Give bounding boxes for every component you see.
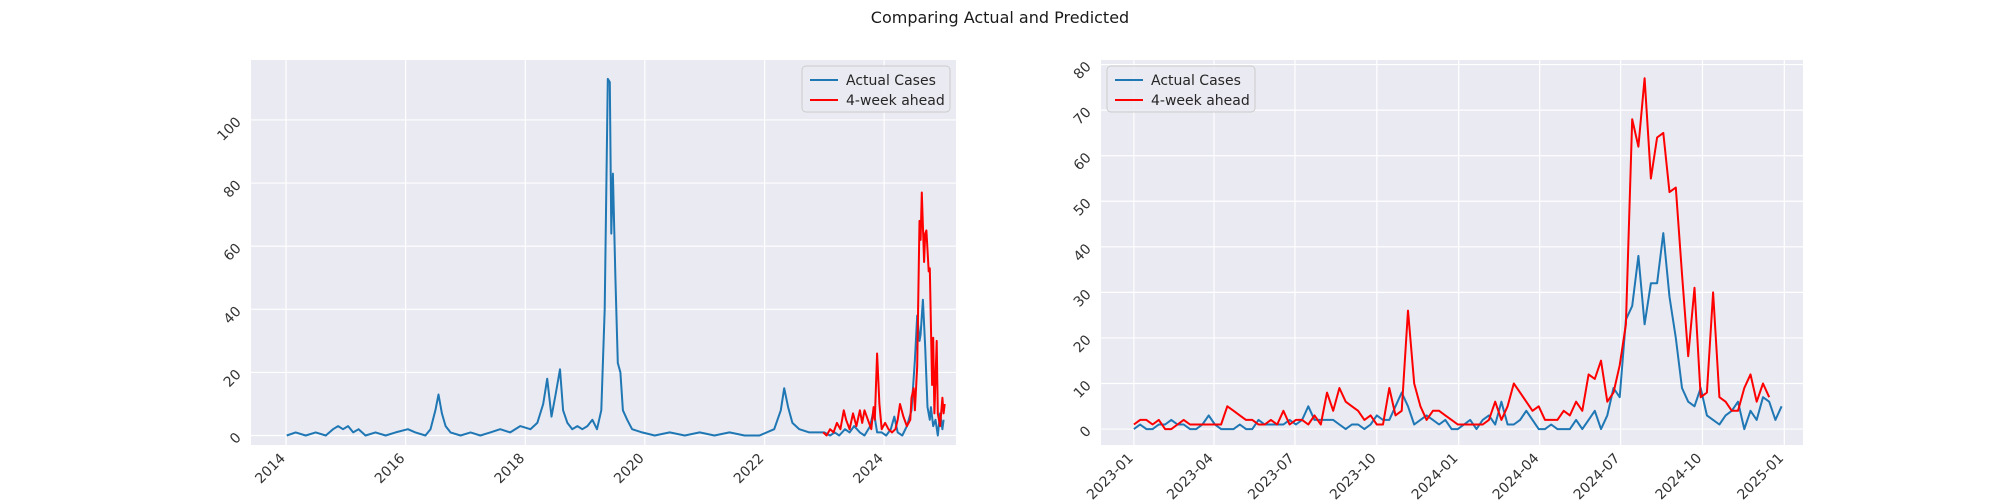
legend: Actual Cases 4-week ahead bbox=[1106, 65, 1256, 113]
y-tick-label: 60 bbox=[221, 241, 245, 265]
x-tick-label: 2023-01 bbox=[1084, 451, 1137, 500]
legend-entry: 4-week ahead bbox=[1151, 93, 1250, 109]
right-chart-panel: 2023-01 2023-04 2023-07 2023-10 2024-01 2024-… bbox=[1071, 59, 1803, 500]
x-tick-label: 2022 bbox=[731, 451, 768, 488]
plot-area bbox=[1101, 60, 1803, 445]
x-tick-label: 2024-10 bbox=[1653, 451, 1706, 500]
legend-entry: Actual Cases bbox=[846, 73, 936, 89]
y-tick-label: 0 bbox=[227, 430, 245, 448]
x-tick-label: 2023-07 bbox=[1245, 451, 1298, 500]
y-tick-label: 50 bbox=[1071, 196, 1095, 220]
legend-box bbox=[1106, 65, 1256, 113]
legend-box bbox=[801, 65, 951, 113]
series-line-actual bbox=[1133, 232, 1783, 431]
legend: Actual Cases 4-week ahead bbox=[801, 65, 951, 113]
x-tick-label: 2025-01 bbox=[1734, 451, 1787, 500]
legend-entry: 4-week ahead bbox=[846, 93, 945, 109]
x-tick-label: 2023-10 bbox=[1327, 451, 1380, 500]
x-tick-label: 2018 bbox=[492, 451, 529, 488]
legend-entry: Actual Cases bbox=[1151, 73, 1241, 89]
x-tick-label: 2024-07 bbox=[1571, 451, 1624, 500]
x-tick-label: 2024-04 bbox=[1490, 450, 1543, 500]
y-tick-label: 20 bbox=[221, 367, 245, 391]
y-tick-label: 40 bbox=[1071, 241, 1095, 265]
y-tick-label: 10 bbox=[1071, 378, 1095, 402]
y-tick-label: 70 bbox=[1071, 104, 1095, 128]
x-tick-label: 2020 bbox=[611, 451, 648, 488]
y-tick-label: 80 bbox=[221, 177, 245, 201]
y-tick-label: 0 bbox=[1077, 423, 1095, 441]
y-tick-label: 60 bbox=[1071, 150, 1095, 174]
left-chart-panel: 2014 2016 2018 2020 2022 2024 0 20 40 60 80 100 Actu… bbox=[214, 60, 956, 487]
y-tick-label: 20 bbox=[1071, 332, 1095, 356]
x-tick-label: 2024 bbox=[850, 450, 887, 487]
figure-title: Comparing Actual and Predicted bbox=[870, 8, 1130, 27]
x-tick-label: 2024-01 bbox=[1409, 451, 1462, 500]
series-line-predicted bbox=[822, 191, 946, 437]
series-line-actual bbox=[286, 77, 945, 437]
plot-area bbox=[251, 60, 956, 445]
x-tick-label: 2016 bbox=[372, 450, 409, 487]
y-tick-label: 30 bbox=[1071, 287, 1095, 311]
series-line-predicted bbox=[1133, 77, 1771, 431]
y-tick-label: 100 bbox=[214, 114, 244, 144]
x-tick-label: 2023-04 bbox=[1164, 450, 1217, 500]
y-tick-label: 40 bbox=[221, 304, 245, 328]
x-tick-label: 2014 bbox=[252, 450, 289, 487]
y-tick-label: 80 bbox=[1071, 59, 1095, 83]
